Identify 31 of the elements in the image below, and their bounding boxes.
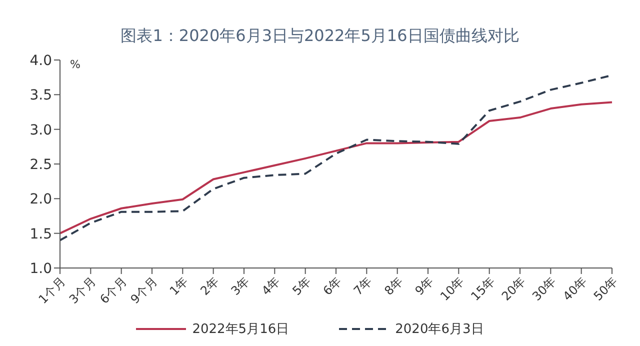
legend-label: 2020年6月3日 bbox=[395, 321, 484, 338]
x-tick-label: 9年 bbox=[412, 274, 436, 298]
x-tick-label: 4年 bbox=[259, 274, 283, 298]
legend-label: 2022年5月16日 bbox=[192, 321, 290, 338]
x-tick-label: 7年 bbox=[351, 274, 375, 298]
x-tick-label: 1年 bbox=[167, 274, 191, 298]
y-axis-title: % bbox=[70, 58, 80, 71]
x-tick-label: 40年 bbox=[560, 274, 590, 304]
x-tick-label: 1个月 bbox=[36, 274, 68, 307]
x-tick-label: 8年 bbox=[382, 274, 406, 298]
y-tick-label: 4.0 bbox=[30, 52, 52, 69]
y-tick-label: 2.0 bbox=[30, 192, 52, 208]
y-tick-label: 3.0 bbox=[30, 122, 52, 138]
x-tick-label: 6个月 bbox=[97, 274, 130, 307]
x-tick-label: 20年 bbox=[498, 274, 528, 304]
x-tick-label: 30年 bbox=[530, 274, 559, 304]
y-tick-label: 1.0 bbox=[30, 260, 52, 277]
x-tick-label: 3年 bbox=[228, 274, 252, 298]
x-tick-label: 9个月 bbox=[128, 274, 160, 307]
x-tick-label: 6年 bbox=[320, 274, 344, 298]
x-tick-label: 5年 bbox=[290, 274, 314, 298]
x-tick-label: 2年 bbox=[198, 274, 222, 298]
x-tick-label: 3个月 bbox=[66, 274, 99, 307]
x-tick-label: 10年 bbox=[438, 274, 467, 304]
y-tick-label: 1.5 bbox=[30, 226, 52, 242]
line-series bbox=[59, 101, 613, 234]
y-tick-label: 2.5 bbox=[30, 156, 52, 173]
x-tick-label: 50年 bbox=[590, 274, 620, 304]
chart-title: 图表1：2020年6月3日与2022年5月16日国债曲线对比 bbox=[120, 25, 520, 47]
y-tick-label: 3.5 bbox=[30, 88, 52, 104]
x-tick-label: 15年 bbox=[468, 274, 498, 304]
